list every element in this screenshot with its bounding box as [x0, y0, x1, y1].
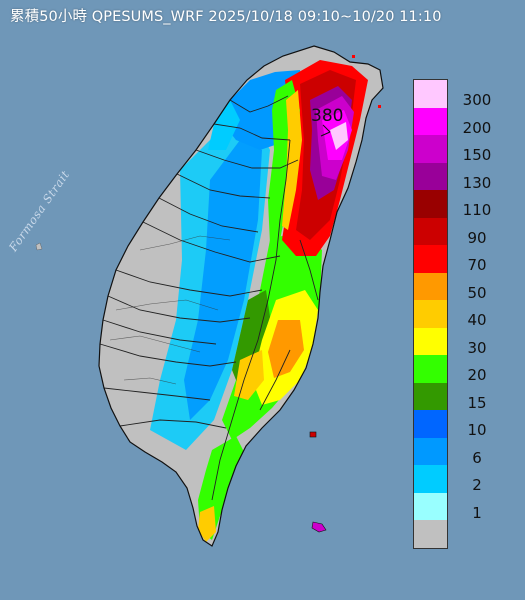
rivers — [109, 235, 231, 385]
legend-level-label: 50 — [467, 283, 487, 302]
legend-level-label: 40 — [467, 311, 487, 329]
penghu-islands — [35, 242, 43, 251]
legend-level-label: 20 — [467, 366, 487, 384]
legend-swatch — [414, 327, 447, 355]
rain-area-40mm-south — [198, 506, 216, 542]
legend-level-label: 6 — [472, 448, 482, 467]
legend-level-label: 200 — [462, 118, 492, 137]
rain-area-6mm-west — [184, 140, 262, 420]
legend-level-label: 30 — [467, 338, 487, 357]
rainfall-field — [150, 60, 368, 542]
legend-swatch — [414, 162, 447, 190]
rain-area-40mm-ne-fringe — [282, 90, 302, 230]
legend-swatch — [414, 520, 447, 548]
legend-swatch — [414, 492, 447, 520]
legend-swatch — [414, 245, 447, 273]
guishan-island — [378, 105, 381, 108]
legend-swatch — [414, 80, 447, 108]
legend-level-label: 70 — [467, 256, 487, 274]
legend-swatch — [414, 410, 447, 438]
map-title: 累積50小時 QPESUMS_WRF 2025/10/18 09:10~10/2… — [10, 9, 442, 25]
rain-area-300mm-ne — [330, 122, 348, 150]
color-scale-bar — [413, 79, 448, 549]
legend-swatch — [414, 355, 447, 383]
max-value-label: 380 — [311, 106, 344, 126]
rain-area-2mm-north — [208, 100, 240, 150]
legend-swatch — [414, 107, 447, 135]
orchid-island — [311, 521, 327, 533]
legend-level-label: 110 — [462, 201, 492, 219]
legend-level-label: 130 — [462, 173, 492, 192]
rain-area-50mm-east — [268, 320, 304, 378]
legend-level-label: 90 — [467, 228, 487, 247]
green-island — [309, 431, 317, 438]
legend-swatch — [414, 272, 447, 300]
keelung-islet — [352, 55, 355, 58]
legend-swatch — [414, 217, 447, 245]
legend-level-label: 15 — [467, 393, 487, 412]
legend-level-label: 150 — [462, 146, 492, 164]
offshore-islands — [35, 55, 381, 533]
max-value-marker — [320, 124, 331, 137]
legend-swatch — [414, 382, 447, 410]
legend-level-label: 10 — [467, 421, 487, 439]
legend-swatch — [414, 300, 447, 328]
legend-swatch — [414, 437, 447, 465]
legend-level-label: 2 — [472, 476, 482, 494]
legend-swatch — [414, 135, 447, 163]
county-boundaries — [99, 95, 319, 501]
legend-swatch — [414, 465, 447, 493]
legend-swatch — [414, 190, 447, 218]
legend-level-label: 300 — [462, 91, 492, 109]
legend-level-label: 1 — [472, 503, 482, 522]
